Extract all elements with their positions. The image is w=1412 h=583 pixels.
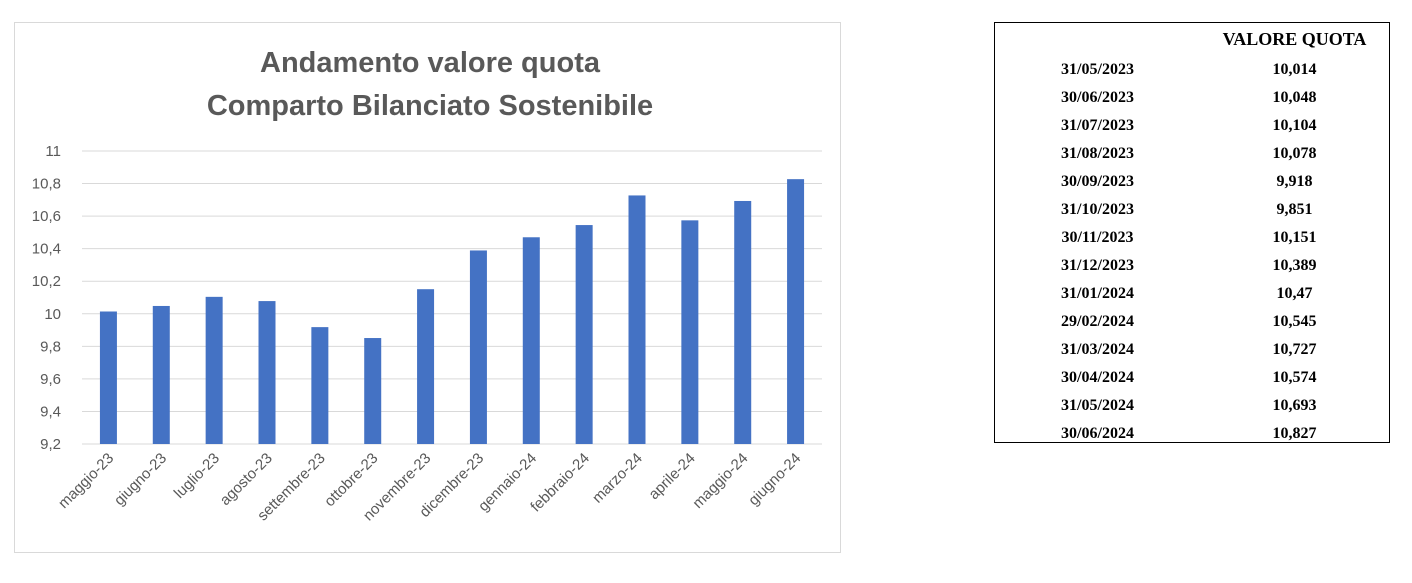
table-cell-value: 9,851: [1276, 201, 1313, 218]
x-category-label: giugno-23: [111, 450, 170, 509]
bar-dicembre-23: [469, 250, 487, 444]
table-cell-date: 30/06/2023: [1061, 89, 1134, 106]
y-tick-label: 10,6: [32, 208, 61, 225]
table-cell-value: 10,574: [1272, 369, 1317, 386]
table-cell-value: 10,014: [1272, 61, 1317, 78]
x-category-label: maggio-24: [689, 450, 751, 512]
table-cell-value: 10,389: [1272, 257, 1317, 274]
table-cell-value: 10,545: [1272, 313, 1317, 330]
table-row: 31/03/2024 10,727: [995, 336, 1389, 364]
x-category-label: maggio-23: [55, 450, 117, 512]
y-tick-label: 9,6: [40, 371, 61, 388]
table-header-row: VALORE QUOTA: [995, 23, 1389, 56]
table-cell-date: 31/05/2024: [1061, 397, 1134, 414]
bar-luglio-23: [205, 296, 223, 444]
y-tick-label: 10,4: [32, 241, 61, 258]
table-row: 31/05/2023 10,014: [995, 56, 1389, 84]
table-cell-date: 30/06/2024: [1061, 425, 1134, 442]
table-row: 31/05/2024 10,693: [995, 392, 1389, 420]
table-row: 31/01/2024 10,47: [995, 280, 1389, 308]
value-table: VALORE QUOTA 31/05/2023 10,014 30/06/2023 1…: [995, 23, 1389, 448]
table-cell-date: 31/05/2023: [1061, 61, 1134, 78]
table-cell-value: 10,078: [1272, 145, 1317, 162]
table-row: 30/06/2024 10,827: [995, 420, 1389, 448]
table-cell-date: 31/03/2024: [1061, 341, 1134, 358]
y-tick-label: 9,2: [40, 436, 61, 453]
chart-container: Andamento valore quota Comparto Bilancia…: [14, 22, 841, 553]
table-cell-value: 10,47: [1276, 285, 1313, 302]
bar-marzo-24: [628, 195, 646, 444]
chart-title-line-2: Comparto Bilanciato Sostenibile: [207, 90, 653, 122]
table-row: 30/11/2023 10,151: [995, 224, 1389, 252]
bars: [99, 179, 805, 444]
table-cell-date: 30/11/2023: [1061, 229, 1134, 246]
chart-title-line-1: Andamento valore quota: [260, 47, 601, 79]
bar-febbraio-24: [575, 225, 593, 444]
bar-agosto-23: [258, 301, 276, 444]
x-category-label: marzo-24: [589, 450, 646, 507]
gridlines: [82, 150, 822, 445]
table-cell-date: 31/12/2023: [1061, 257, 1134, 274]
y-tick-label: 9,8: [40, 338, 61, 355]
y-axis-ticks: 9,2 9,4 9,6 9,8 10 10,2 10,4 10,6 10,8 11: [32, 143, 61, 453]
table-cell-value: 10,693: [1272, 397, 1317, 414]
table-cell-value: 9,918: [1276, 173, 1313, 190]
table-cell-date: 31/08/2023: [1061, 145, 1134, 162]
x-category-label: giugno-24: [745, 450, 804, 509]
header-value-quota: VALORE QUOTA: [1222, 29, 1367, 49]
bar-maggio-24: [734, 200, 752, 444]
y-tick-label: 10: [44, 306, 61, 323]
bar-aprile-24: [681, 220, 699, 444]
header-date: [995, 23, 1200, 56]
table-cell-value: 10,104: [1272, 117, 1317, 134]
table-cell-value: 10,048: [1272, 89, 1317, 106]
x-category-label: aprile-24: [645, 450, 698, 503]
table-cell-date: 31/07/2023: [1061, 117, 1134, 134]
table-cell-date: 31/01/2024: [1061, 285, 1134, 302]
table-cell-date: 30/04/2024: [1061, 369, 1134, 386]
table-row: 31/07/2023 10,104: [995, 112, 1389, 140]
bar-settembre-23: [311, 327, 329, 444]
y-tick-label: 9,4: [40, 403, 61, 420]
table-body: 31/05/2023 10,014 30/06/2023 10,048 31/07/20…: [995, 56, 1389, 448]
bar-ottobre-23: [364, 338, 382, 444]
table-row: 31/10/2023 9,851: [995, 196, 1389, 224]
table-cell-value: 10,827: [1272, 425, 1317, 442]
bar-gennaio-24: [522, 237, 540, 444]
bar-novembre-23: [417, 289, 435, 444]
table-row: 29/02/2024 10,545: [995, 308, 1389, 336]
y-tick-label: 11: [45, 143, 61, 160]
table-row: 30/04/2024 10,574: [995, 364, 1389, 392]
bar-chart: Andamento valore quota Comparto Bilancia…: [32, 47, 822, 525]
bar-maggio-23: [99, 311, 117, 444]
table-row: 31/08/2023 10,078: [995, 140, 1389, 168]
table-cell-value: 10,151: [1272, 229, 1317, 246]
y-tick-label: 10,2: [32, 273, 61, 290]
bar-giugno-23: [152, 305, 170, 444]
value-table-container: VALORE QUOTA 31/05/2023 10,014 30/06/2023 1…: [994, 22, 1390, 443]
table-cell-value: 10,727: [1272, 341, 1317, 358]
x-category-label: luglio-23: [171, 450, 223, 502]
table-row: 30/09/2023 9,918: [995, 168, 1389, 196]
table-row: 31/12/2023 10,389: [995, 252, 1389, 280]
y-tick-label: 10,8: [32, 176, 61, 193]
table-cell-date: 29/02/2024: [1061, 313, 1134, 330]
bar-giugno-24: [787, 179, 805, 444]
table-cell-date: 30/09/2023: [1061, 173, 1134, 190]
table-cell-date: 31/10/2023: [1061, 201, 1134, 218]
table-row: 30/06/2023 10,048: [995, 84, 1389, 112]
